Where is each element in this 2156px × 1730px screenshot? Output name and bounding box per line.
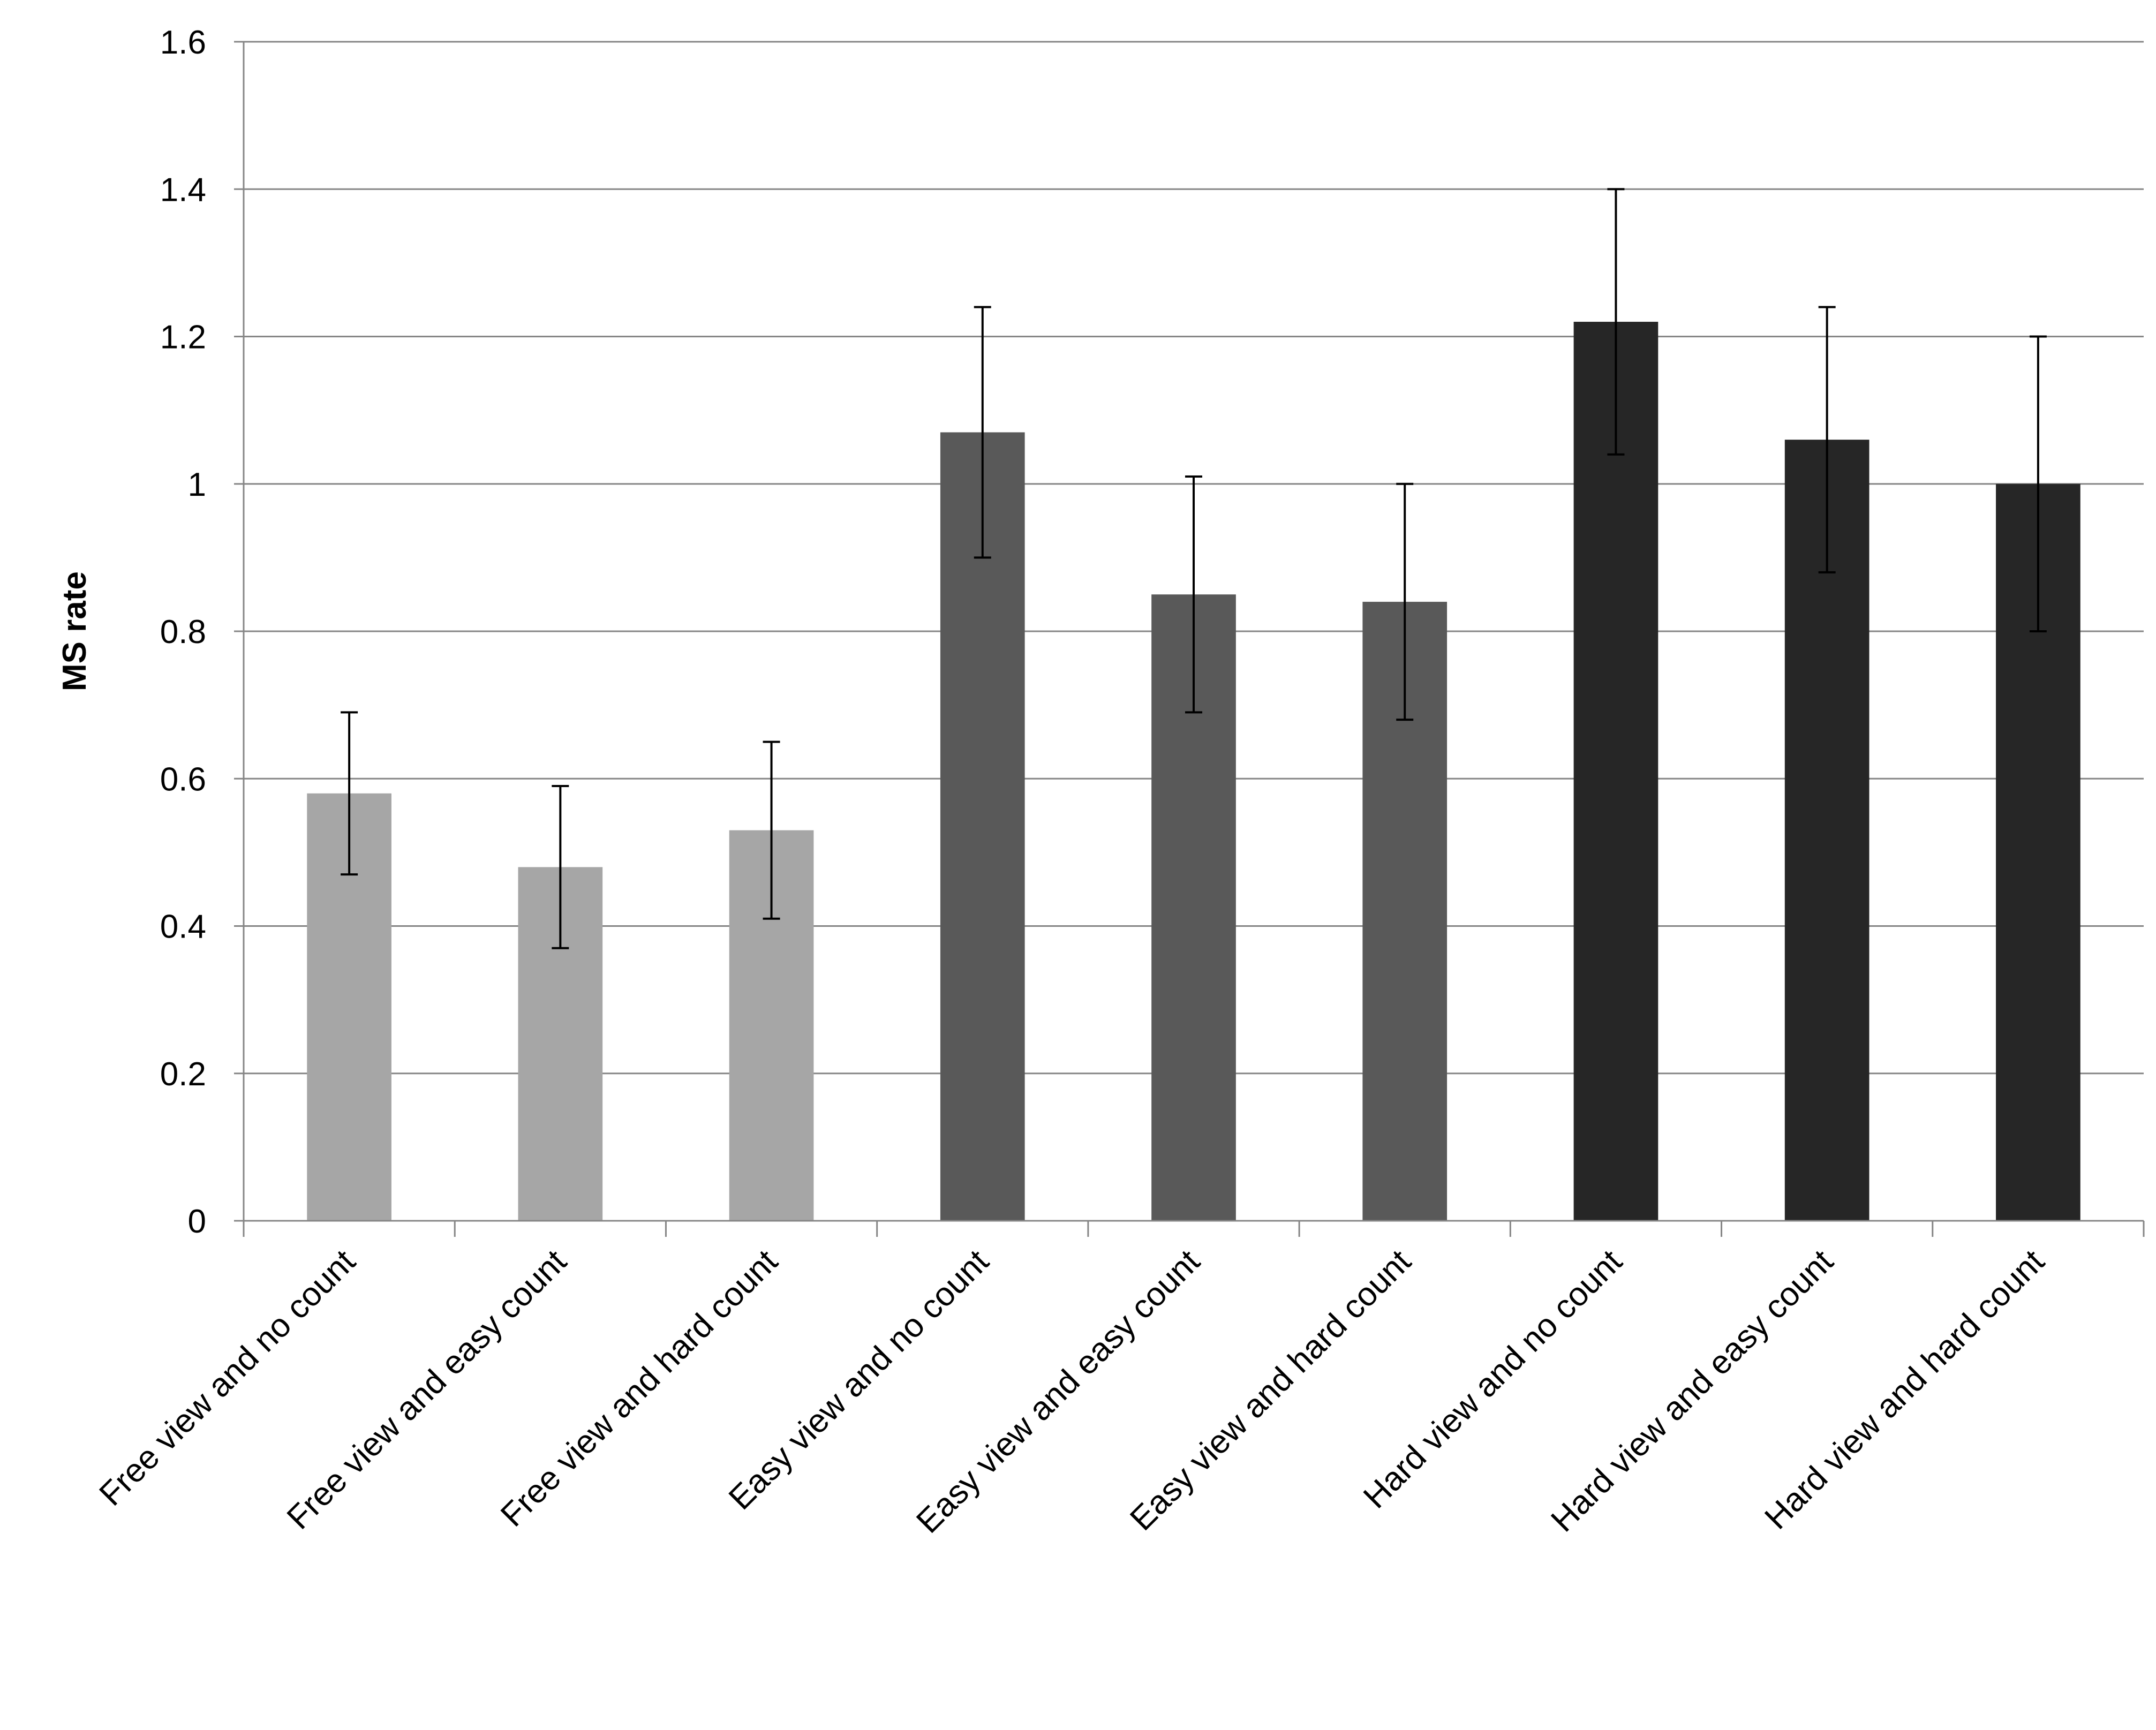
- bar: [1573, 321, 1659, 1221]
- bars: [307, 321, 2080, 1221]
- y-tick-labels: 0 0.2 0.4 0.6 0.8 1 1.2 1.4 1.6: [160, 24, 206, 1240]
- y-tick-label: 0: [188, 1203, 206, 1240]
- y-tick-label: 1.4: [160, 171, 206, 208]
- y-tick-label: 0.4: [160, 909, 206, 946]
- bar: [940, 432, 1025, 1221]
- y-axis-title: MS rate: [56, 571, 93, 691]
- y-tick-label: 1.6: [160, 24, 206, 61]
- axes: [234, 41, 2145, 1237]
- y-tick-label: 0.2: [160, 1056, 206, 1093]
- error-bars: [341, 188, 2047, 949]
- y-tick-label: 0.6: [160, 761, 206, 798]
- y-tick-label: 1: [188, 466, 206, 503]
- y-tick-label: 1.2: [160, 319, 206, 356]
- y-tick-label: 0.8: [160, 614, 206, 651]
